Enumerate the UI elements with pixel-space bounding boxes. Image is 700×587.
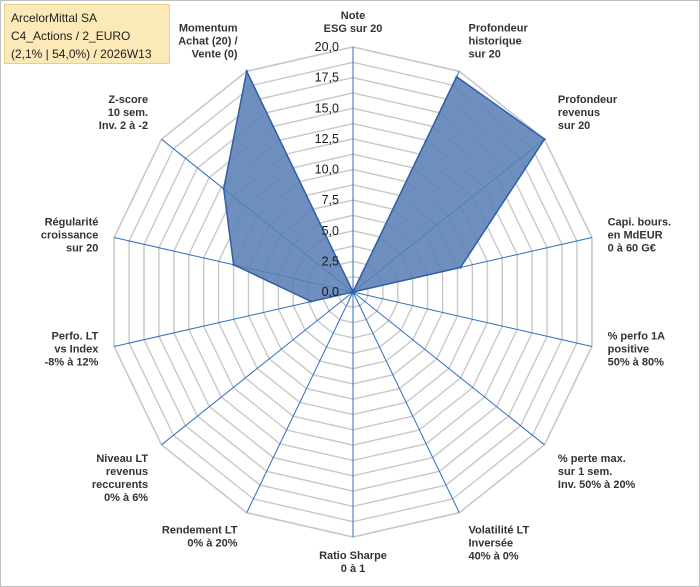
category-label: Profondeur revenus sur 20 xyxy=(558,94,618,132)
axis-spoke xyxy=(352,291,460,513)
category-label-line: Capi. bours. xyxy=(608,216,672,228)
category-label-line: 0 à 60 G€ xyxy=(608,242,656,254)
category-label: % perte max. sur 1 sem. Inv. 50% à 20% xyxy=(558,453,636,491)
category-label-line: 40% à 0% xyxy=(469,551,519,563)
axis-spoke xyxy=(246,291,354,513)
title-line-1: ArcelorMittal SA xyxy=(11,11,98,25)
category-label: Capi. bours. en MdEUR 0 à 60 G€ xyxy=(608,216,672,254)
title-line-3: (2,1% | 54,0%) / 2026W13 xyxy=(11,47,152,61)
radar-series xyxy=(222,68,546,303)
category-label-line: sur 20 xyxy=(469,49,501,61)
data-point xyxy=(351,290,355,294)
category-label-line: vs Index xyxy=(54,344,99,356)
tick-label: 0,0 xyxy=(322,285,339,299)
category-label-line: positive xyxy=(608,344,650,356)
category-label-line: Inv. 50% à 20% xyxy=(558,479,636,491)
category-label: Rendement LT 0% à 20% xyxy=(162,525,238,550)
category-label-line: Vente (0) xyxy=(192,49,238,61)
category-label: Ratio Sharpe 0 à 1 xyxy=(319,550,387,575)
category-label-line: -8% à 12% xyxy=(45,357,99,369)
data-point xyxy=(232,263,235,266)
data-point xyxy=(222,187,225,191)
category-label-line: historique xyxy=(469,36,522,48)
category-label-line: croissance xyxy=(41,229,98,241)
tick-label: 5,0 xyxy=(322,224,339,238)
category-label-line: Profondeur xyxy=(558,94,618,106)
category-label-line: Ratio Sharpe xyxy=(319,550,387,562)
category-label: Momentum Achat (20) / Vente (0) xyxy=(178,23,238,61)
category-label-line: Inv. 2 à -2 xyxy=(99,120,148,132)
axis-spoke xyxy=(352,291,545,446)
data-point xyxy=(459,266,462,269)
category-label-line: % perfo 1A xyxy=(608,331,666,343)
radar-tick-labels: 0,0 2,5 5,0 7,5 10,0 12,5 15,0 17,5 20,0 xyxy=(315,40,339,299)
category-label-line: Momentum xyxy=(179,23,238,35)
tick-label: 17,5 xyxy=(315,71,339,85)
category-label-line: Volatilité LT xyxy=(469,525,530,537)
tick-label: 10,0 xyxy=(315,163,339,177)
category-label-line: sur 20 xyxy=(558,120,590,132)
category-label-line: % perte max. xyxy=(558,453,626,465)
axis-spoke xyxy=(352,291,593,347)
category-label: % perfo 1A positive 50% à 80% xyxy=(608,331,666,369)
data-point xyxy=(245,70,248,73)
category-label-line: Note xyxy=(341,10,365,22)
category-label: Régularité croissance sur 20 xyxy=(41,216,98,254)
category-label: Profondeur historique sur 20 xyxy=(469,23,529,61)
category-label-line: 0% à 20% xyxy=(187,538,237,550)
category-label-line: Z-score xyxy=(108,94,148,106)
category-label: Note ESG sur 20 xyxy=(324,10,383,35)
category-label-line: Rendement LT xyxy=(162,525,238,537)
category-label: Perfo. LT vs Index -8% à 12% xyxy=(45,331,100,369)
radar-category-labels: Note ESG sur 20 Profondeur historique sur 20… xyxy=(41,10,671,575)
category-label: Volatilité LT Inversée 40% à 0% xyxy=(469,525,530,563)
category-label-line: Perfo. LT xyxy=(52,331,99,343)
category-label-line: revenus xyxy=(558,107,600,119)
tick-label: 20,0 xyxy=(315,40,339,54)
category-label-line: en MdEUR xyxy=(608,229,663,241)
tick-label: 2,5 xyxy=(322,254,339,268)
tick-label: 12,5 xyxy=(315,132,339,146)
data-point xyxy=(310,300,313,303)
category-label-line: 0% à 6% xyxy=(104,492,148,504)
category-label-line: 10 sem. xyxy=(108,107,148,119)
series-area xyxy=(222,68,546,303)
title-box: ArcelorMittal SA C4_Actions / 2_EURO (2,… xyxy=(4,4,170,64)
category-label-line: ESG sur 20 xyxy=(324,23,383,35)
category-label-line: Profondeur xyxy=(469,23,529,35)
data-point xyxy=(455,75,458,79)
category-label-line: reccurents xyxy=(92,479,148,491)
category-label-line: Régularité xyxy=(45,216,99,228)
tick-label: 15,0 xyxy=(315,101,339,115)
axis-spoke xyxy=(161,291,354,446)
category-label-line: revenus xyxy=(106,466,148,478)
category-label-line: 50% à 80% xyxy=(608,357,664,369)
category-label-line: 0 à 1 xyxy=(341,563,365,575)
category-label-line: Inversée xyxy=(469,538,514,550)
category-label: Niveau LT revenus reccurents 0% à 6% xyxy=(92,453,149,504)
category-label: Z-score 10 sem. Inv. 2 à -2 xyxy=(99,94,148,132)
data-point xyxy=(543,138,546,141)
title-line-2: C4_Actions / 2_EURO xyxy=(11,29,131,43)
tick-label: 7,5 xyxy=(322,193,339,207)
category-label-line: sur 1 sem. xyxy=(558,466,612,478)
category-label-line: Achat (20) / xyxy=(178,36,237,48)
category-label-line: Niveau LT xyxy=(96,453,148,465)
category-label-line: sur 20 xyxy=(66,242,98,254)
